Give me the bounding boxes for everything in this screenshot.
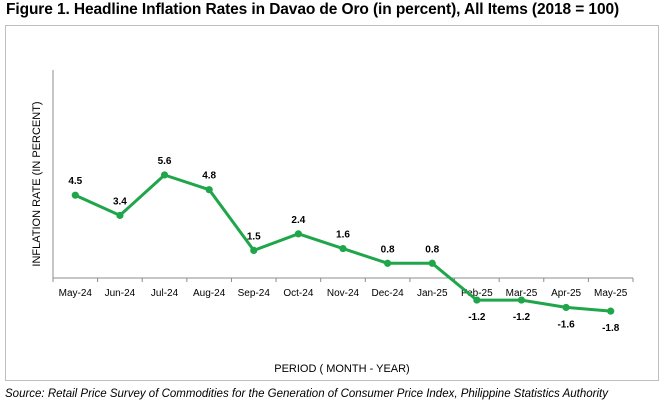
x-tick-label: Jun-24 (105, 288, 136, 299)
data-point (428, 259, 436, 267)
data-label: 3.4 (113, 196, 127, 207)
x-tick-label: Dec-24 (371, 288, 404, 299)
data-point (205, 186, 213, 194)
x-tick-label: Aug-24 (193, 288, 226, 299)
x-tick-label: Mar-25 (506, 288, 538, 299)
data-point (294, 230, 302, 238)
data-point (384, 259, 392, 267)
data-label: -1.2 (468, 312, 486, 323)
chart-title: Figure 1. Headline Inflation Rates in Da… (6, 1, 620, 18)
data-label: 0.8 (425, 244, 439, 255)
x-tick-label: May-25 (594, 288, 628, 299)
data-point (116, 211, 124, 220)
data-point (517, 296, 526, 304)
chart-frame (5, 25, 659, 381)
x-tick-label: Apr-25 (551, 288, 581, 299)
data-label: -1.8 (602, 323, 620, 334)
data-point (160, 171, 169, 179)
data-label: 4.8 (202, 171, 216, 182)
data-point (562, 303, 570, 312)
x-axis-label: PERIOD ( MONTH - YEAR) (274, 363, 409, 375)
data-labels: 4.5 3.4 5.6 4.8 1.5 2.4 1.6 0.8 0.8 -1.2 -1.2 -1.6 -… (68, 156, 619, 334)
data-point (339, 244, 347, 253)
data-label: 1.6 (336, 230, 350, 241)
data-label: 2.4 (291, 215, 305, 226)
data-point (607, 307, 615, 315)
x-tick-label: Nov-24 (327, 288, 360, 299)
data-label: -1.6 (557, 319, 575, 330)
data-points (71, 171, 615, 315)
data-label: 5.6 (158, 156, 172, 167)
x-axis-ticks (52, 278, 634, 282)
data-point (250, 246, 258, 254)
y-axis-label: INFLATION RATE (IN PERCENT) (31, 101, 43, 266)
data-point (71, 191, 79, 199)
x-tick-label: Feb-25 (461, 288, 493, 299)
data-point (473, 296, 481, 304)
x-tick-labels: May-24 Jun-24 Jul-24 Aug-24 Sep-24 Oct-24 Nov-… (59, 288, 628, 299)
x-tick-label: Jul-24 (151, 288, 179, 299)
data-label: 1.5 (247, 231, 261, 242)
data-label: 4.5 (68, 176, 82, 187)
x-tick-label: Oct-24 (283, 288, 313, 299)
x-tick-label: May-24 (59, 288, 93, 299)
data-label: -1.2 (513, 312, 531, 323)
x-tick-label: Sep-24 (238, 288, 271, 299)
x-tick-label: Jan-25 (417, 288, 448, 299)
data-label: 0.8 (381, 244, 395, 255)
source-note: Source: Retail Price Survey of Commoditi… (5, 388, 608, 400)
